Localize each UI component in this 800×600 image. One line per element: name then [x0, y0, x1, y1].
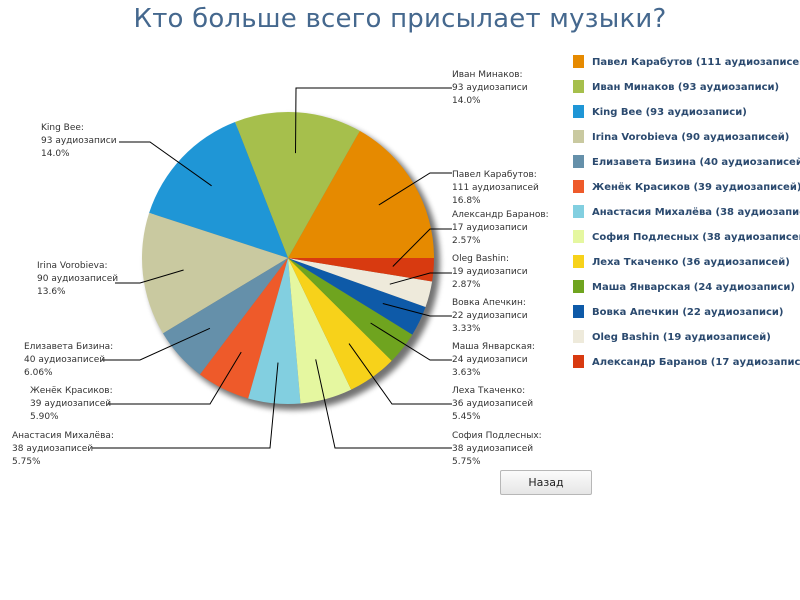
slice-label: 36 аудиозаписей	[452, 399, 533, 409]
slice-label: Павел Карабутов:	[452, 170, 537, 180]
legend-swatch	[573, 130, 584, 143]
slice-label: София Подлесных:	[452, 431, 542, 441]
slice-label: 38 аудиозаписей	[12, 444, 93, 454]
slice-label: Анастасия Михалёва:	[12, 431, 114, 441]
legend-label[interactable]: Александр Баранов (17 аудиозаписей	[592, 357, 800, 368]
pie-slice[interactable]	[288, 258, 433, 308]
slice-label: 17 аудиозаписи	[452, 223, 528, 233]
legend-label[interactable]: София Подлесных (38 аудиозаписей)	[592, 231, 800, 243]
leader-line	[382, 303, 452, 317]
slice-label: Александр Баранов:	[452, 210, 549, 220]
leader-line	[108, 351, 242, 405]
pie-slice[interactable]	[162, 258, 288, 375]
pie-slice[interactable]	[288, 258, 392, 390]
slice-label: 40 аудиозаписей	[24, 355, 105, 365]
legend: Павел Карабутов (111 аудиозаписей) Иван М…	[573, 55, 800, 368]
legend-label[interactable]: Леха Ткаченко (36 аудиозаписей)	[592, 257, 790, 268]
slice-label: Irina Vorobieva:	[37, 261, 108, 271]
leader-line	[115, 269, 184, 284]
leader-line	[102, 327, 211, 361]
page-title: Кто больше всего присылает музыки?	[133, 4, 667, 34]
slice-label: 16.8%	[452, 196, 481, 206]
slice-label: Елизавета Бизина:	[24, 342, 113, 352]
legend-swatch	[573, 355, 584, 368]
leader-line	[92, 362, 279, 449]
slice-label: 13.6%	[37, 287, 66, 297]
leader-line	[315, 359, 452, 449]
slice-label: 6.06%	[24, 368, 53, 378]
legend-swatch	[573, 255, 584, 268]
legend-label[interactable]: Елизавета Бизина (40 аудиозаписей)	[592, 157, 800, 168]
pie-slice[interactable]	[288, 258, 426, 335]
legend-label[interactable]: Иван Минаков (93 аудиозаписи)	[592, 82, 779, 93]
leader-lines	[92, 87, 452, 449]
pie-slice[interactable]	[235, 112, 360, 258]
legend-swatch	[573, 80, 584, 93]
leader-line	[378, 172, 452, 206]
slice-label: Маша Январская:	[452, 342, 535, 352]
legend-label[interactable]: Женёк Красиков (39 аудиозаписей)	[592, 181, 800, 193]
legend-label[interactable]: Irina Vorobieva (90 аудиозаписей)	[592, 132, 789, 143]
legend-swatch	[573, 230, 584, 243]
legend-swatch	[573, 155, 584, 168]
slice-label: 38 аудиозаписей	[452, 444, 533, 454]
legend-label[interactable]: Павел Карабутов (111 аудиозаписей)	[592, 56, 800, 68]
legend-swatch	[573, 105, 584, 118]
slice-labels: Павел Карабутов: 111 аудиозаписей 16.8% Ива…	[12, 70, 549, 467]
pie-slice[interactable]	[288, 258, 352, 404]
legend-label[interactable]: Oleg Bashin (19 аудиозаписей)	[592, 332, 771, 343]
leader-line	[392, 228, 452, 267]
slice-label: 93 аудиозаписи	[452, 83, 528, 93]
slice-label: 2.87%	[452, 280, 481, 290]
slice-label: 111 аудиозаписей	[452, 183, 539, 193]
pie-slices	[142, 112, 434, 404]
slice-label: 5.90%	[30, 412, 59, 422]
slice-label: 2.57%	[452, 236, 481, 246]
slice-label: 19 аудиозаписи	[452, 267, 528, 277]
legend-label[interactable]: Вовка Апечкин (22 аудиозаписи)	[592, 307, 783, 318]
slice-label: 93 аудиозаписи	[41, 136, 117, 146]
slice-label: King Bee:	[41, 123, 84, 133]
legend-swatch	[573, 305, 584, 318]
pie-slice[interactable]	[248, 258, 301, 404]
leader-line	[295, 87, 452, 154]
pie-slice[interactable]	[288, 258, 413, 361]
slice-label: 90 аудиозаписей	[37, 274, 118, 284]
slice-label: 24 аудиозаписи	[452, 355, 528, 365]
slice-label: 14.0%	[41, 149, 70, 159]
leader-line	[348, 343, 452, 405]
slice-label: Иван Минаков:	[452, 70, 523, 80]
pie-slice[interactable]	[199, 258, 288, 399]
slice-label: Oleg Bashin:	[452, 254, 509, 264]
slice-label: 3.33%	[452, 324, 481, 334]
pie-slice[interactable]	[288, 258, 434, 282]
slice-label: 5.75%	[452, 457, 481, 467]
legend-swatch	[573, 180, 584, 193]
slice-label: 14.0%	[452, 96, 481, 106]
pie-slice[interactable]	[142, 212, 288, 334]
leader-line	[389, 272, 452, 285]
leader-line	[370, 322, 452, 361]
slice-label: 22 аудиозаписи	[452, 311, 528, 321]
slice-label: 39 аудиозаписей	[30, 399, 111, 409]
slice-label: Вовка Апечкин:	[452, 298, 526, 308]
back-button[interactable]: Назад	[500, 470, 592, 495]
legend-label[interactable]: Маша Январская (24 аудиозаписи)	[592, 282, 795, 293]
slice-label: 5.75%	[12, 457, 41, 467]
slice-label: Женёк Красиков:	[30, 386, 113, 396]
leader-line	[119, 141, 212, 187]
legend-swatch	[573, 55, 584, 68]
legend-swatch	[573, 280, 584, 293]
slice-label: 3.63%	[452, 368, 481, 378]
legend-swatch	[573, 330, 584, 343]
legend-swatch	[573, 205, 584, 218]
slice-label: Леха Ткаченко:	[452, 386, 525, 396]
slice-label: 5.45%	[452, 412, 481, 422]
pie-slice[interactable]	[288, 130, 434, 258]
legend-label[interactable]: Анастасия Михалёва (38 аудиозаписе	[592, 206, 800, 218]
legend-label[interactable]: King Bee (93 аудиозаписи)	[592, 107, 747, 118]
pie-slice[interactable]	[149, 121, 288, 258]
